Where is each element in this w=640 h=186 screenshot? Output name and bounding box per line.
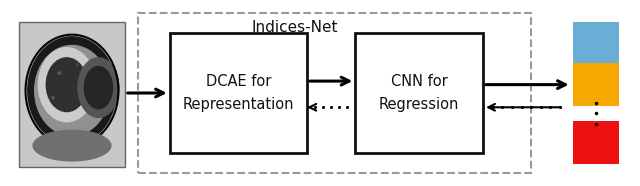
Ellipse shape bbox=[84, 66, 113, 109]
FancyBboxPatch shape bbox=[19, 22, 125, 167]
FancyBboxPatch shape bbox=[355, 33, 483, 153]
Ellipse shape bbox=[34, 45, 110, 136]
Ellipse shape bbox=[45, 56, 89, 114]
Ellipse shape bbox=[57, 71, 61, 75]
FancyBboxPatch shape bbox=[573, 121, 619, 164]
Ellipse shape bbox=[27, 36, 117, 145]
Text: DCAE for
Representation: DCAE for Representation bbox=[182, 74, 294, 112]
Text: CNN for
Regression: CNN for Regression bbox=[379, 74, 460, 112]
FancyBboxPatch shape bbox=[573, 22, 619, 65]
Ellipse shape bbox=[33, 130, 111, 162]
Ellipse shape bbox=[38, 47, 96, 122]
Ellipse shape bbox=[45, 57, 88, 112]
Ellipse shape bbox=[51, 96, 54, 99]
Text: Indices-Net: Indices-Net bbox=[252, 20, 339, 36]
FancyBboxPatch shape bbox=[573, 63, 619, 106]
FancyBboxPatch shape bbox=[170, 33, 307, 153]
Ellipse shape bbox=[77, 57, 120, 118]
Ellipse shape bbox=[76, 63, 79, 66]
